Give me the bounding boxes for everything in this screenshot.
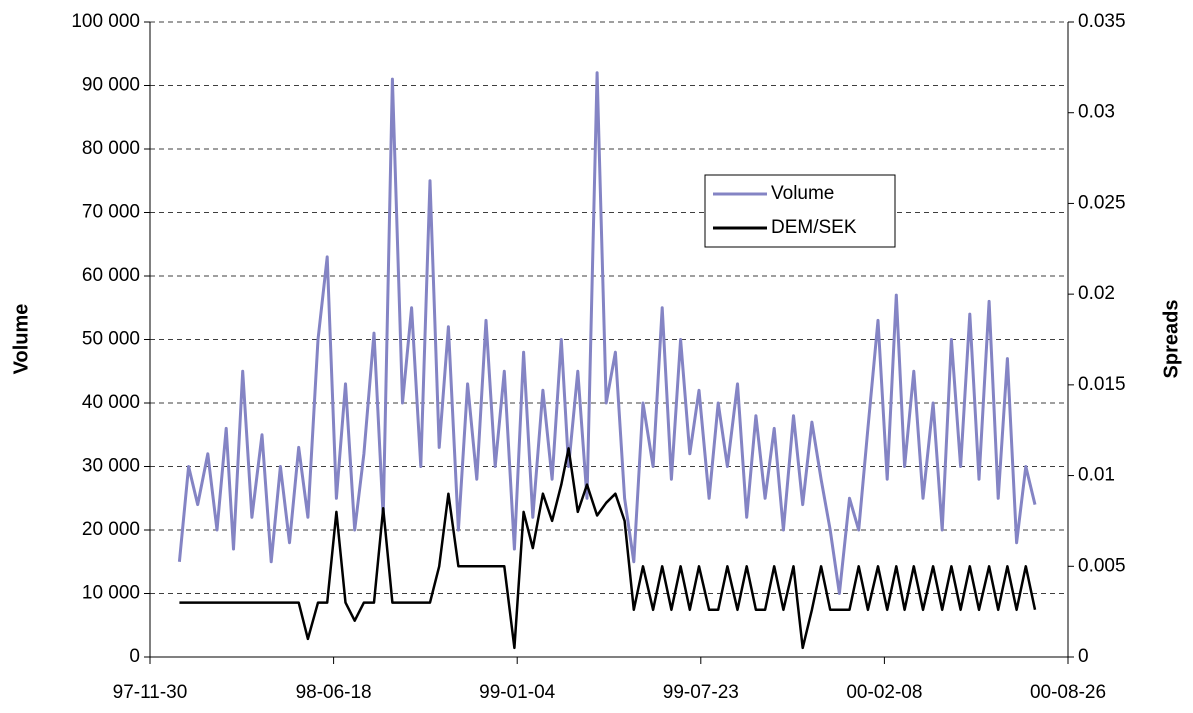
y2-tick-label: 0.03 xyxy=(1078,102,1115,123)
x-tick-label: 97-11-30 xyxy=(113,682,188,703)
y2-tick-label: 0.005 xyxy=(1078,555,1126,576)
y-tick-label: 40 000 xyxy=(82,392,140,413)
y2-tick-label: 0 xyxy=(1078,646,1089,667)
y-tick-label: 20 000 xyxy=(82,519,140,540)
x-tick-label: 99-01-04 xyxy=(479,682,555,703)
y-tick-label: 0 xyxy=(129,646,140,667)
y2-tick-label: 0.025 xyxy=(1078,192,1126,213)
series-line xyxy=(177,71,1037,595)
x-tick-label: 98-06-18 xyxy=(296,682,372,703)
x-tick-label: 00-02-08 xyxy=(846,682,922,703)
y-axis-title: Volume xyxy=(10,304,32,375)
legend-label: Volume xyxy=(771,183,834,204)
series-line xyxy=(179,447,1037,650)
legend-label: DEM/SEK xyxy=(771,217,857,238)
y-tick-label: 30 000 xyxy=(82,456,140,477)
y-tick-label: 90 000 xyxy=(82,75,140,96)
y2-tick-label: 0.015 xyxy=(1078,374,1126,395)
y-tick-label: 50 000 xyxy=(82,329,140,350)
y-tick-label: 100 000 xyxy=(71,11,140,32)
y-tick-label: 70 000 xyxy=(82,202,140,223)
y2-tick-label: 0.01 xyxy=(1078,465,1115,486)
y-tick-label: 60 000 xyxy=(82,265,140,286)
legend-box xyxy=(704,174,896,248)
x-tick-label: 99-07-23 xyxy=(663,682,739,703)
y-tick-label: 80 000 xyxy=(82,138,140,159)
y2-tick-label: 0.035 xyxy=(1078,11,1126,32)
y-tick-label: 10 000 xyxy=(82,583,140,604)
x-tick-label: 00-08-26 xyxy=(1030,682,1106,703)
y2-tick-label: 0.02 xyxy=(1078,283,1115,304)
y2-axis-title: Spreads xyxy=(1160,300,1182,379)
